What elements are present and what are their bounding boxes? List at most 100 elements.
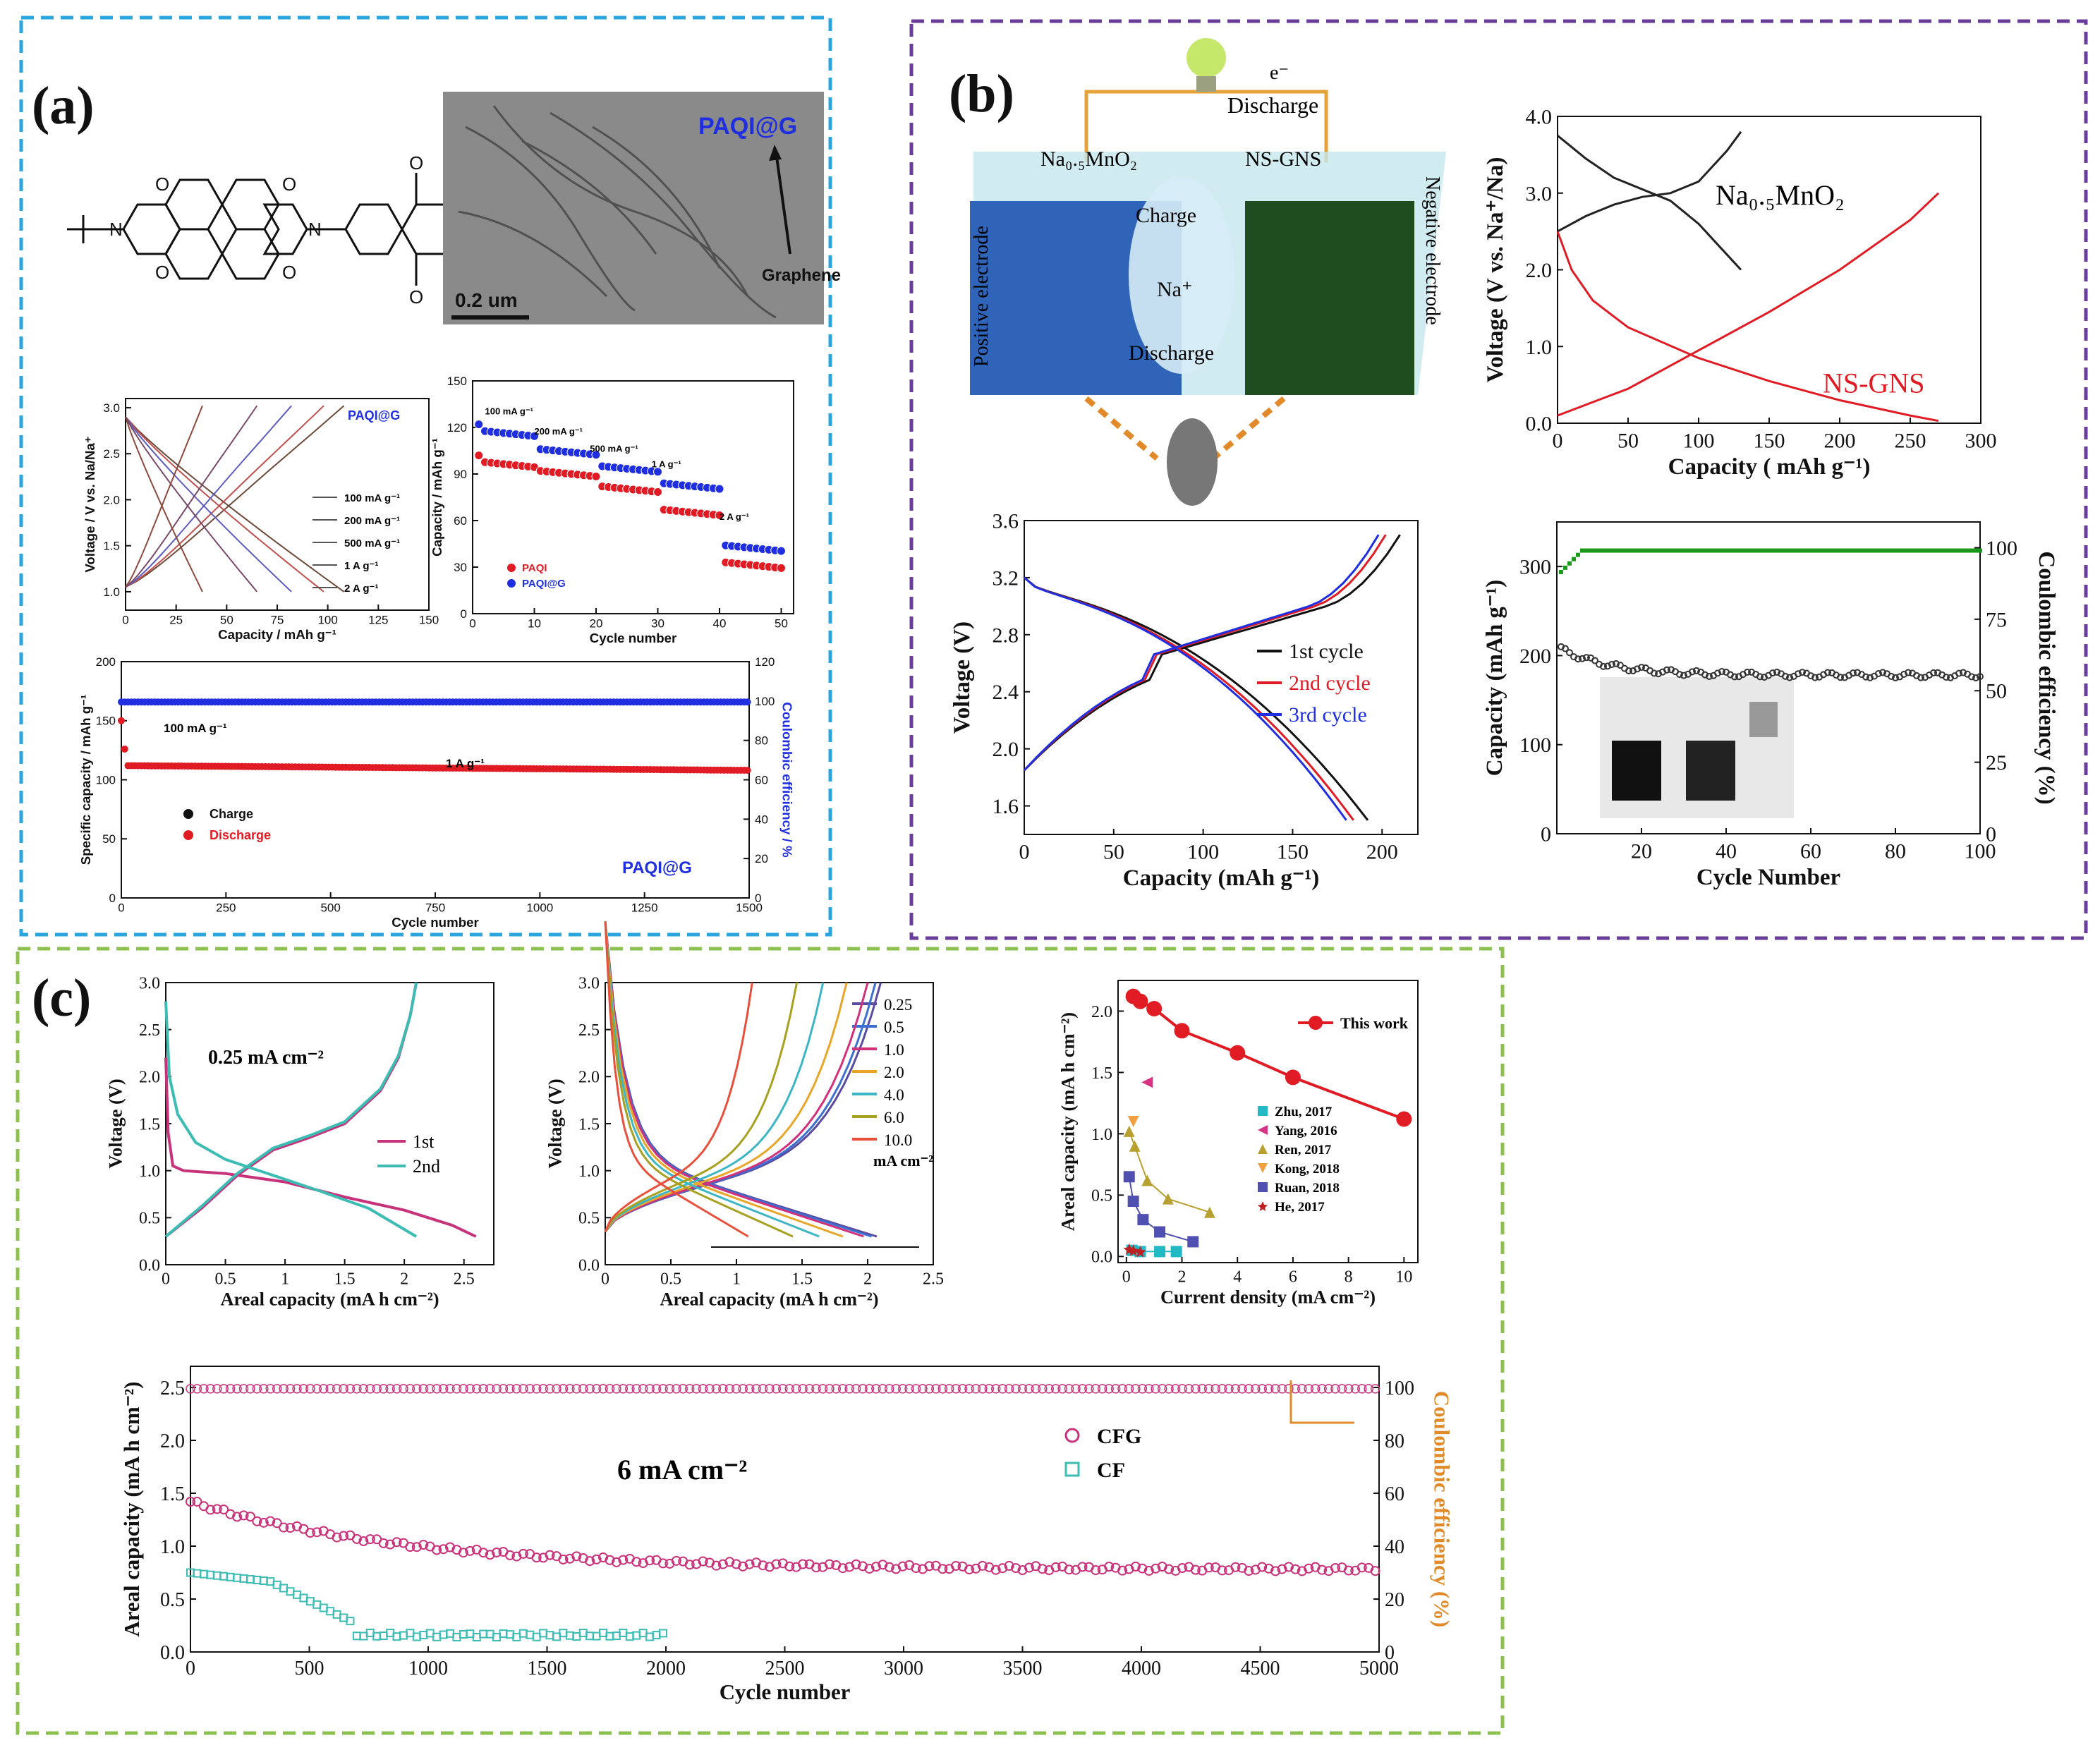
cfg-capacity-point <box>392 1537 402 1548</box>
cfg-ce-point <box>1244 1384 1254 1394</box>
cfg-capacity-point <box>1164 1564 1175 1574</box>
cfg-capacity-point <box>492 1547 502 1557</box>
marker <box>1258 1106 1268 1116</box>
cfg-ce-point <box>432 1384 442 1394</box>
ce-point <box>1567 561 1572 566</box>
ce-point <box>1652 548 1656 553</box>
cfg-ce-point <box>684 1384 695 1394</box>
b3-inset-photo <box>1600 677 1794 818</box>
x-tick-label: 1.5 <box>791 1270 813 1289</box>
cfg-capacity-point <box>798 1559 808 1569</box>
y-tick-label: 2.0 <box>103 493 120 506</box>
bulb-icon <box>1186 38 1226 78</box>
cfg-capacity-point <box>698 1556 708 1567</box>
x-axis-label: Cycle number <box>590 631 677 645</box>
cfg-ce-point <box>245 1384 255 1394</box>
cfg-capacity-point <box>378 1538 389 1548</box>
y-tick-label: 100 <box>96 773 116 786</box>
cfg-ce-point <box>1117 1384 1127 1394</box>
x-tick-label: 100 <box>1187 841 1219 864</box>
cfg-ce-point <box>399 1384 408 1394</box>
cfg-ce-point <box>618 1384 629 1394</box>
y-tick-label: 4.0 <box>1526 106 1553 129</box>
marker <box>1129 1140 1141 1152</box>
cfg-capacity-point <box>365 1534 375 1545</box>
cfg-ce-point <box>578 1384 588 1394</box>
cfg-capacity-point <box>878 1560 888 1570</box>
ce-point <box>1754 548 1758 553</box>
ce-point <box>1656 548 1661 553</box>
cfg-ce-point <box>971 1384 981 1394</box>
point-PAQI@G <box>591 450 601 460</box>
cfg-ce-point <box>585 1384 595 1394</box>
cfg-capacity-point <box>351 1533 362 1544</box>
x-tick-label: 20 <box>590 617 603 631</box>
y-tick-label: 300 <box>1519 556 1551 579</box>
cfg-ce-point <box>279 1384 289 1394</box>
y2-tick-label: 0 <box>1986 823 1996 846</box>
cfg-capacity-point <box>285 1523 296 1533</box>
discharge-curve-1 <box>1024 576 1354 821</box>
svg-text:O: O <box>155 174 169 195</box>
legend-label-2: Yang, 2016 <box>1275 1124 1337 1138</box>
cfg-ce-point <box>991 1384 1001 1394</box>
cfg-capacity-point <box>897 1561 908 1572</box>
x-tick-label: 50 <box>220 614 233 627</box>
capacity-point <box>1701 671 1708 679</box>
marker <box>1154 1226 1166 1238</box>
x-axis-label: Cycle number <box>720 1680 851 1704</box>
cfg-ce-point <box>318 1384 329 1394</box>
discharge-point <box>744 767 751 774</box>
y2-axis-label: Coulombic efficiency (%) <box>1429 1391 1453 1627</box>
cfg-ce-point <box>518 1384 528 1394</box>
cfg-capacity-point <box>1137 1563 1148 1574</box>
x-tick-label: 8 <box>1345 1268 1353 1287</box>
ce-point <box>1898 548 1902 553</box>
marker <box>1174 1023 1190 1039</box>
cfg-capacity-point <box>1244 1566 1254 1576</box>
marker <box>1146 1001 1163 1016</box>
cfg-ce-point <box>312 1384 322 1394</box>
cfg-ce-point <box>1270 1384 1280 1394</box>
cfg-capacity-point <box>312 1527 322 1538</box>
capacity-point <box>1905 669 1912 676</box>
x-tick-label: 2 <box>863 1270 872 1289</box>
cfg-ce-point <box>1137 1384 1148 1394</box>
marker <box>1258 1144 1268 1154</box>
cfg-capacity-point <box>238 1510 249 1521</box>
y2-tick-label: 50 <box>1986 680 2007 703</box>
legend-label-4: 4.0 <box>884 1086 904 1104</box>
cfg-ce-point <box>1310 1384 1321 1394</box>
cfg-capacity-point <box>432 1545 442 1555</box>
panel-label-c: (c) <box>32 968 91 1028</box>
y2-tick-label: 100 <box>755 695 775 708</box>
cfg-ce-point <box>1104 1384 1114 1394</box>
marker <box>1203 1206 1215 1218</box>
ce-point <box>1720 548 1724 553</box>
cfg-ce-point <box>957 1384 968 1394</box>
y-axis-label: Voltage (V) <box>105 1078 126 1168</box>
svg-text:Charge: Charge <box>1136 204 1196 227</box>
legend-label-5: Ruan, 2018 <box>1275 1181 1340 1196</box>
capacity-point <box>1960 669 1967 676</box>
cfg-capacity-point <box>212 1504 222 1514</box>
x-tick-label: 2.5 <box>454 1270 475 1289</box>
label-anode: NS-GNS <box>1823 367 1924 399</box>
charge-curve-1 <box>125 405 324 588</box>
cfg-ce-point <box>598 1384 608 1394</box>
cfg-ce-point <box>1144 1384 1154 1394</box>
x-tick-label: 0 <box>162 1270 170 1289</box>
x-tick-label: 1500 <box>528 1658 567 1679</box>
capacity-point <box>1718 667 1725 675</box>
cfg-ce-point <box>1064 1384 1074 1394</box>
ce-point <box>1792 548 1796 553</box>
ce-point <box>1732 548 1737 553</box>
ce-point <box>1741 548 1745 553</box>
ce-point <box>1635 548 1639 553</box>
plot-frame <box>1024 520 1419 835</box>
cfg-ce-point <box>904 1384 914 1394</box>
cfg-capacity-point <box>571 1551 582 1562</box>
cfg-ce-point <box>1317 1384 1327 1394</box>
ce-point <box>1606 548 1610 553</box>
marker <box>1258 1125 1268 1135</box>
